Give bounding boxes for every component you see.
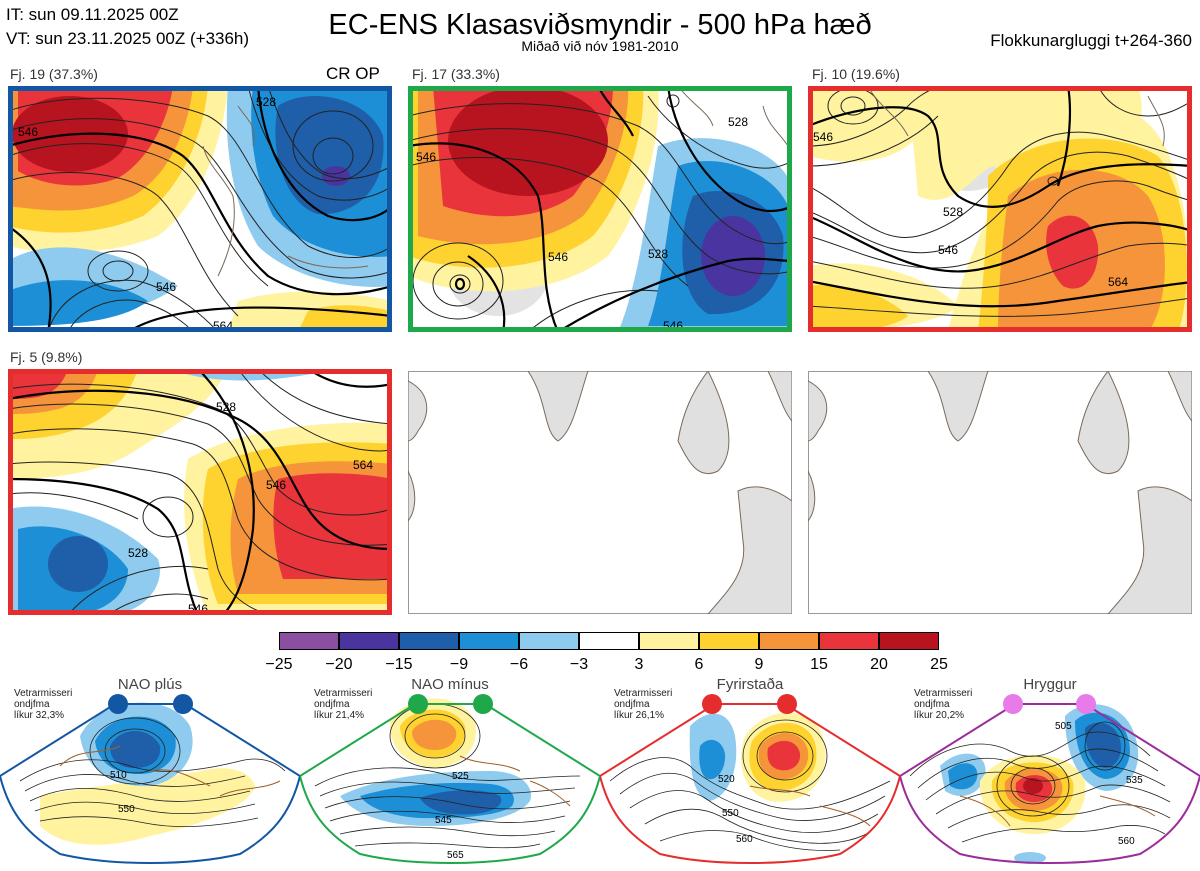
contour-label: 564 xyxy=(1108,275,1128,289)
contour-label: 528 xyxy=(728,115,748,129)
initial-time: IT: sun 09.11.2025 00Z xyxy=(6,5,179,24)
colorbar-tick: −20 xyxy=(325,656,353,673)
regime-season: Vetrarmisseri xyxy=(314,688,373,699)
colorbar-tick: 25 xyxy=(930,656,948,673)
contour-label: 546 xyxy=(938,243,958,257)
cluster-label-2: Fj. 17 (33.3%) xyxy=(412,66,500,82)
cluster-label-4: Fj. 5 (9.8%) xyxy=(10,349,83,365)
colorbar-cell xyxy=(279,632,339,650)
cluster-label-1: Fj. 19 (37.3%) xyxy=(10,66,98,82)
regime-probability: líkur 32,3% xyxy=(14,710,65,721)
regime-contour-label: 535 xyxy=(1126,775,1143,786)
regime-contour-label: 525 xyxy=(452,771,469,782)
valid-time: VT: sun 23.11.2025 00Z (+336h) xyxy=(6,29,250,48)
regime-contour-label: 505 xyxy=(1055,721,1072,732)
colorbar-tick: 9 xyxy=(754,656,764,673)
regime-contour-label: 565 xyxy=(447,850,464,861)
colorbar-cell xyxy=(579,632,639,650)
regime-ridge: 505 535 560 Hryggur Vetrarmisseri ondjfm… xyxy=(900,676,1200,871)
colorbar-tick: −9 xyxy=(449,656,469,673)
colorbar-cell xyxy=(399,632,459,650)
contour-label: 546 xyxy=(548,250,568,264)
colorbar-cell xyxy=(699,632,759,650)
regime-name: Fyrirstaða xyxy=(716,676,784,693)
regime-pattern: ondjfma xyxy=(914,699,950,710)
contour-label: 546 xyxy=(266,478,286,492)
regime-info: Vetrarmisseri ondjfma líkur 32,3% xyxy=(14,688,72,721)
regime-probability: líkur 21,4% xyxy=(314,710,365,721)
contour-label: 528 xyxy=(648,247,668,261)
page-subtitle: Miðað við nóv 1981-2010 xyxy=(521,38,679,54)
colorbar-tick: −25 xyxy=(265,656,293,673)
contour-label: 546 xyxy=(18,125,38,139)
contour-label: 564 xyxy=(353,458,373,472)
contour-label: 528 xyxy=(128,546,148,560)
colorbar-tick: −15 xyxy=(385,656,413,673)
regime-info: Vetrarmisseri ondjfma líkur 26,1% xyxy=(614,688,672,721)
colorbar-tick: −3 xyxy=(569,656,589,673)
contour-label: 528 xyxy=(256,95,276,109)
regime-block: 520 550 560 Fyrirstaða Vetrarmisseri ond… xyxy=(600,676,900,871)
regime-season: Vetrarmisseri xyxy=(614,688,673,699)
regime-pattern: ondjfma xyxy=(14,699,50,710)
regime-pattern: ondjfma xyxy=(614,699,650,710)
contour-label: 546 xyxy=(813,130,833,144)
colorbar-cell xyxy=(879,632,939,650)
contour-label: 546 xyxy=(156,280,176,294)
regime-pattern: ondjfma xyxy=(314,699,350,710)
classification-window: Flokkunargluggi t+264-360 xyxy=(990,31,1192,50)
regime-name: NAO mínus xyxy=(411,676,489,693)
cluster-tag: CR OP xyxy=(326,64,380,83)
regime-season: Vetrarmisseri xyxy=(914,688,973,699)
colorbar-tick: 6 xyxy=(694,656,704,673)
cluster-map-3: 546 528 546 564 xyxy=(808,86,1192,332)
colorbar-tick: 3 xyxy=(634,656,644,673)
contour-label: 528 xyxy=(943,205,963,219)
regime-info: Vetrarmisseri ondjfma líkur 20,2% xyxy=(914,688,972,721)
empty-map-1 xyxy=(408,371,792,614)
regime-name: NAO plús xyxy=(117,676,183,693)
cluster-map-2: 546 528 546 528 546 xyxy=(408,86,792,332)
regime-contour-label: 560 xyxy=(1118,836,1135,847)
contour-label: 546 xyxy=(416,150,436,164)
colorbar-cell xyxy=(339,632,399,650)
cluster-label-3: Fj. 10 (19.6%) xyxy=(812,66,900,82)
regime-nao-plus: 510 550 NAO plús Vetrarmisseri ondjfma l… xyxy=(0,676,300,871)
cluster-map-4: 528 546 564 528 546 xyxy=(8,369,392,615)
regime-probability: líkur 26,1% xyxy=(614,710,665,721)
regime-contour-label: 560 xyxy=(736,834,753,845)
colorbar-tick: 15 xyxy=(810,656,828,673)
colorbar-cell xyxy=(759,632,819,650)
colorbar-cell xyxy=(639,632,699,650)
regime-contour-label: 520 xyxy=(718,774,735,785)
regime-name: Hryggur xyxy=(1023,676,1077,693)
regime-contour-label: 545 xyxy=(435,815,452,826)
regime-info: Vetrarmisseri ondjfma líkur 21,4% xyxy=(314,688,372,721)
colorbar-cell xyxy=(459,632,519,650)
regime-nao-minus: 525 545 565 NAO mínus Vetrarmisseri ondj… xyxy=(300,676,600,871)
empty-map-2 xyxy=(808,371,1192,614)
colorbar-cell xyxy=(519,632,579,650)
page-title: EC-ENS Klasasviðsmyndir - 500 hPa hæð xyxy=(328,9,872,41)
colorbar-tick: −6 xyxy=(509,656,529,673)
regime-season: Vetrarmisseri xyxy=(14,688,73,699)
colorbar-tick: 20 xyxy=(870,656,888,673)
regime-contour-label: 550 xyxy=(722,808,739,819)
cluster-map-1: 546 528 546 564 xyxy=(8,86,392,332)
contour-label: 528 xyxy=(216,400,236,414)
colorbar-cell xyxy=(819,632,879,650)
regime-contour-label: 550 xyxy=(118,804,135,815)
regime-probability: líkur 20,2% xyxy=(914,710,965,721)
regime-contour-label: 510 xyxy=(110,770,127,781)
